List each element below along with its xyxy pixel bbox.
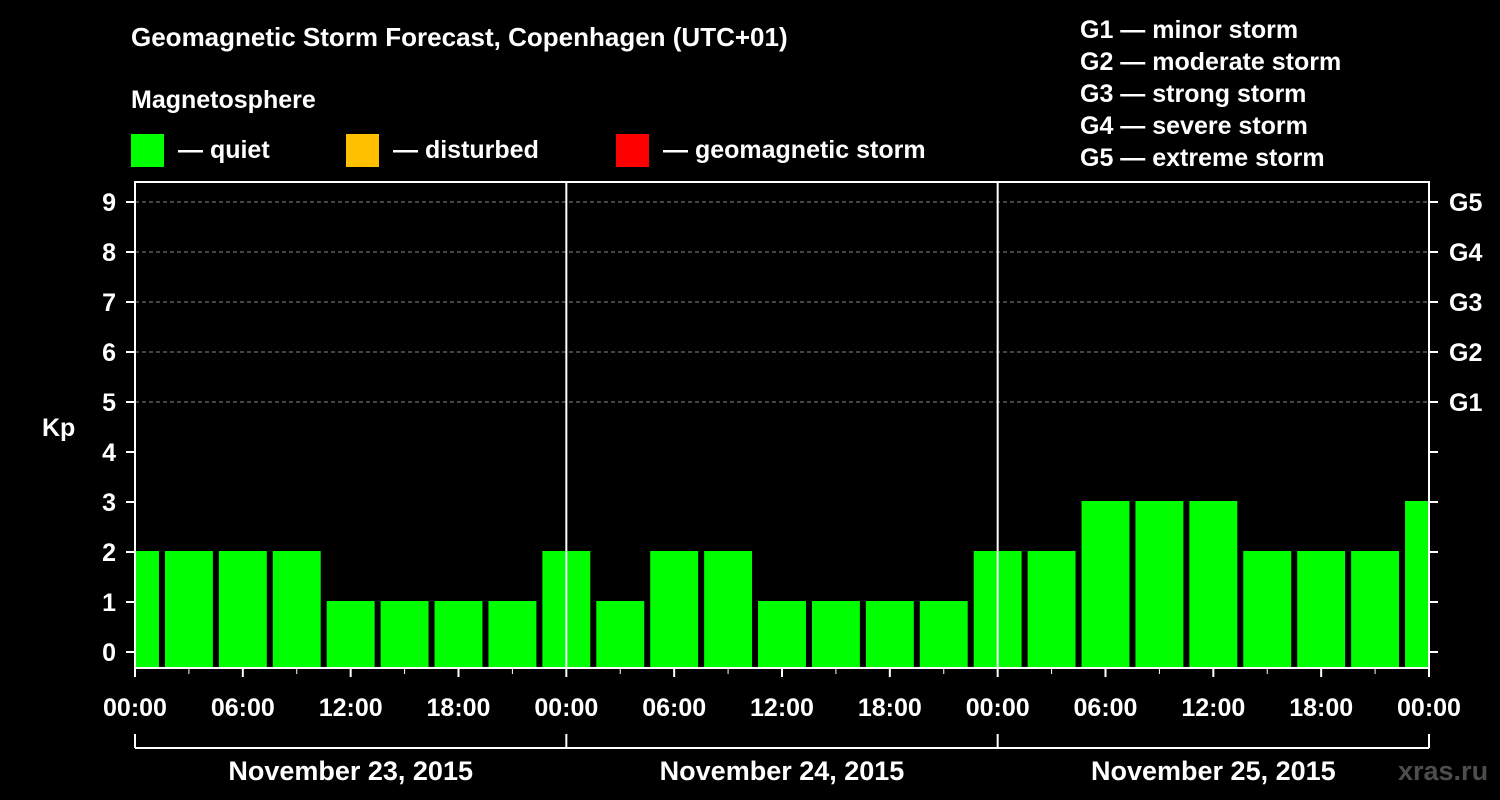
bar <box>136 551 159 668</box>
bar <box>1351 551 1400 668</box>
y-tick-label: 5 <box>102 389 116 417</box>
x-tick-label: 00:00 <box>534 694 598 722</box>
legend-item-disturbed: — disturbed <box>346 133 539 167</box>
bar <box>164 551 213 668</box>
bar <box>650 551 699 668</box>
legend-swatch-storm <box>616 133 649 167</box>
g-level-label: G4 <box>1449 239 1482 267</box>
x-tick-label: 06:00 <box>211 694 275 722</box>
x-tick-label: 18:00 <box>1289 694 1353 722</box>
y-tick-label: 2 <box>102 539 116 567</box>
y-tick-label: 9 <box>102 189 116 217</box>
x-tick-label: 00:00 <box>1397 694 1461 722</box>
bar <box>218 551 267 668</box>
storm-level-g4: G4 — severe storm <box>1080 112 1308 140</box>
date-label: November 24, 2015 <box>660 756 905 786</box>
bar <box>758 601 806 668</box>
bar <box>919 601 968 668</box>
x-tick-label: 00:00 <box>966 694 1030 722</box>
chart-title: Geomagnetic Storm Forecast, Copenhagen (… <box>131 22 788 52</box>
bar <box>380 601 429 668</box>
grid-lines <box>135 201 1429 403</box>
date-label: November 25, 2015 <box>1091 756 1336 786</box>
storm-level-g5: G5 — extreme storm <box>1080 144 1325 172</box>
y-tick-label: 1 <box>102 589 116 617</box>
bar <box>1135 501 1184 668</box>
storm-level-g3: G3 — strong storm <box>1080 80 1307 108</box>
legend-label-quiet: — quiet <box>178 135 270 164</box>
legend-item-quiet: — quiet <box>131 133 270 167</box>
bar <box>1189 501 1238 668</box>
bar <box>272 551 321 668</box>
storm-level-list: G1 — minor storm G2 — moderate storm G3 … <box>1080 14 1341 174</box>
x-tick-label: 12:00 <box>750 694 814 722</box>
bar <box>596 601 645 668</box>
y-tick-label: 3 <box>102 489 116 517</box>
x-tick-label: 12:00 <box>319 694 383 722</box>
y-tick-label: 0 <box>102 639 116 667</box>
legend-swatch-quiet <box>131 133 164 167</box>
g-level-label: G5 <box>1449 189 1482 217</box>
g-level-label: G2 <box>1449 339 1482 367</box>
y-axis-label: Kp <box>42 414 75 442</box>
bar <box>1405 501 1428 668</box>
chart-frame <box>126 181 1438 749</box>
legend-subtitle: Magnetosphere <box>131 86 316 114</box>
bar <box>865 601 914 668</box>
bar <box>1027 551 1076 668</box>
y-tick-label: 6 <box>102 339 116 367</box>
y-tick-label: 7 <box>102 289 116 317</box>
bar <box>434 601 483 668</box>
date-label: November 23, 2015 <box>228 756 473 786</box>
x-tick-label: 12:00 <box>1181 694 1245 722</box>
bar <box>326 601 375 668</box>
x-tick-label: 18:00 <box>858 694 922 722</box>
watermark: xras.ru <box>1398 756 1489 786</box>
g-level-label: G1 <box>1449 389 1482 417</box>
legend-label-disturbed: — disturbed <box>393 135 539 164</box>
bars <box>136 501 1428 668</box>
legend-label-storm: — geomagnetic storm <box>663 135 926 164</box>
axis-labels: 0 1 2 3 4 5 6 7 8 9 G1 G2 G3 G4 G5 Kp 00:00 06:00 12:00 18:… <box>42 189 1482 786</box>
bar <box>1297 551 1346 668</box>
bar <box>1081 501 1130 668</box>
y-tick-label: 8 <box>102 239 116 267</box>
bar <box>704 551 753 668</box>
g-level-label: G3 <box>1449 289 1482 317</box>
x-tick-label: 18:00 <box>427 694 491 722</box>
x-tick-label: 06:00 <box>642 694 706 722</box>
bar <box>811 601 860 668</box>
x-tick-label: 06:00 <box>1074 694 1138 722</box>
bar <box>1243 551 1292 668</box>
storm-level-g2: G2 — moderate storm <box>1080 48 1342 76</box>
y-tick-label: 4 <box>102 439 116 467</box>
legend-item-storm: — geomagnetic storm <box>616 133 926 167</box>
storm-level-g1: G1 — minor storm <box>1080 16 1299 44</box>
x-tick-label: 00:00 <box>103 694 167 722</box>
legend-swatch-disturbed <box>346 133 379 167</box>
bar <box>488 601 537 668</box>
